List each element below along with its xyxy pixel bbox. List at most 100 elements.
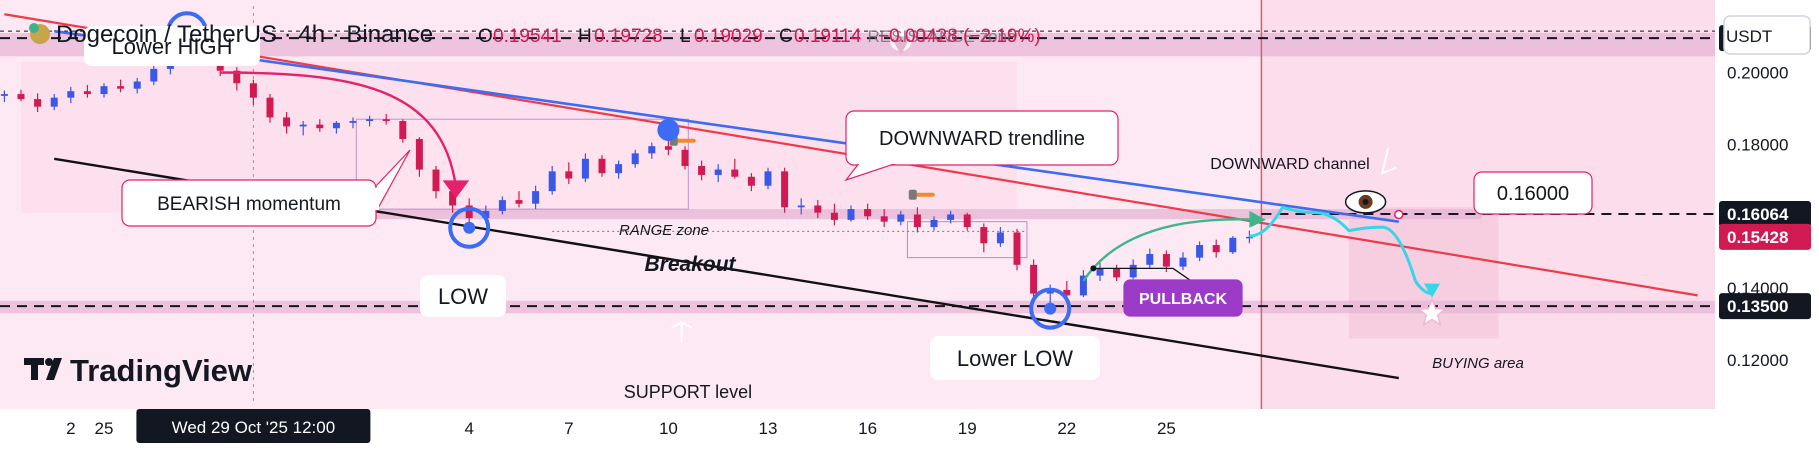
candle-body bbox=[266, 97, 274, 118]
target-dot-icon bbox=[1394, 209, 1404, 220]
candle-body bbox=[731, 169, 739, 177]
price-axis-label: 0.18000 bbox=[1727, 135, 1788, 154]
symbol-title[interactable]: Dogecoin / TetherUS · 4h · Binance bbox=[56, 21, 433, 48]
candle-body bbox=[565, 171, 573, 179]
candle-body bbox=[664, 146, 672, 150]
time-axis-label: 4 bbox=[464, 419, 473, 438]
candle-body bbox=[50, 97, 58, 107]
ohlc-close-value: 0.19114 bbox=[794, 26, 862, 47]
price-axis-badge-label: 0.15428 bbox=[1727, 228, 1788, 247]
candle-body bbox=[133, 81, 141, 89]
candle-body bbox=[847, 209, 855, 220]
candle-body bbox=[1046, 289, 1054, 294]
candle-body bbox=[366, 119, 374, 122]
price-axis-badge bbox=[1719, 293, 1811, 320]
candle-body bbox=[681, 149, 689, 166]
candle bbox=[830, 203, 838, 226]
ohlc-change-value: −0.00428 (−2.19%) bbox=[878, 26, 1041, 47]
lower-high-label-text: Lower HIGH bbox=[111, 34, 232, 59]
projected-price-path bbox=[1249, 205, 1433, 296]
candle-body bbox=[930, 219, 938, 228]
candle bbox=[233, 67, 241, 91]
time-axis-label: 13 bbox=[759, 419, 778, 438]
price-axis-label: 0.20000 bbox=[1727, 64, 1788, 83]
range-zone-label: RANGE zone bbox=[619, 222, 709, 239]
candle-body bbox=[332, 122, 340, 129]
candle bbox=[382, 113, 390, 125]
candle bbox=[432, 165, 440, 199]
candle-body bbox=[432, 169, 440, 192]
candle bbox=[631, 149, 639, 168]
candle-body bbox=[1179, 257, 1187, 267]
channel-top-line bbox=[54, 29, 1399, 223]
candle-body bbox=[947, 214, 955, 220]
currency-button[interactable] bbox=[1723, 15, 1811, 55]
candle-body bbox=[498, 200, 506, 211]
candle bbox=[930, 216, 938, 231]
candle-body bbox=[382, 119, 390, 122]
ohlc-high-value: 0.19728 bbox=[594, 26, 663, 47]
target-price-label-text: 0.16000 bbox=[1497, 183, 1569, 205]
time-axis-label: 16 bbox=[858, 419, 877, 438]
candle bbox=[249, 79, 257, 105]
candle bbox=[1196, 241, 1204, 262]
candle bbox=[299, 121, 307, 136]
exchange-badge-icon bbox=[29, 23, 39, 33]
candle bbox=[714, 164, 722, 183]
range-top-zone bbox=[356, 209, 1482, 220]
candle-body bbox=[1013, 232, 1021, 265]
candle bbox=[1179, 252, 1187, 271]
candle-body bbox=[996, 232, 1004, 244]
pullback-arc-arrow bbox=[1082, 218, 1260, 282]
tradingview-wordmark: TradingView bbox=[70, 353, 253, 388]
trendline-label-pointer-mask bbox=[858, 158, 902, 164]
candle bbox=[947, 210, 955, 224]
crosshair-time-label: Wed 29 Oct '25 12:00 bbox=[172, 418, 336, 437]
candle bbox=[399, 119, 407, 143]
candle-body bbox=[249, 83, 257, 98]
bearish-momentum-label: BEARISH momentum bbox=[121, 179, 377, 227]
candle bbox=[532, 185, 540, 210]
candle-body bbox=[830, 212, 838, 220]
low-label: LOW bbox=[420, 275, 506, 317]
range-high-circle bbox=[657, 119, 680, 142]
candle-body bbox=[150, 68, 158, 82]
candle bbox=[34, 93, 42, 113]
candle-body bbox=[714, 169, 722, 175]
candle-body bbox=[449, 191, 457, 206]
candle-body bbox=[631, 153, 639, 165]
candle bbox=[648, 142, 656, 159]
ohlc-low-label: L bbox=[680, 26, 691, 47]
candle-body bbox=[532, 191, 540, 204]
candle-body bbox=[299, 124, 307, 127]
candle-body bbox=[598, 158, 606, 174]
candle bbox=[515, 191, 523, 208]
downward-trendline-label-text: DOWNWARD trendline bbox=[879, 128, 1085, 150]
currency-selector[interactable]: USDT bbox=[1723, 15, 1811, 55]
candle bbox=[150, 63, 158, 86]
candle-body bbox=[465, 205, 473, 219]
candle-body bbox=[515, 200, 523, 204]
candle-body bbox=[1113, 268, 1121, 278]
candle-body bbox=[316, 124, 324, 129]
candle bbox=[615, 160, 623, 179]
candle bbox=[897, 210, 905, 226]
candle bbox=[283, 112, 291, 134]
candle bbox=[598, 155, 606, 177]
candle-body bbox=[897, 214, 905, 222]
candle bbox=[100, 83, 108, 98]
time-axis-label: 19 bbox=[958, 419, 977, 438]
candle bbox=[316, 119, 324, 132]
time-axis-label: 7 bbox=[564, 419, 573, 438]
projection-arrowhead-icon bbox=[1424, 283, 1440, 298]
bearish-arrowhead-icon bbox=[442, 180, 470, 199]
candle-body bbox=[698, 165, 706, 175]
candle-body bbox=[648, 146, 656, 154]
candle-body bbox=[482, 210, 490, 219]
candle bbox=[681, 146, 689, 170]
overlay-layer bbox=[166, 11, 1448, 343]
tradingview-watermark: TradingView bbox=[24, 353, 253, 388]
candle-body bbox=[781, 171, 789, 208]
